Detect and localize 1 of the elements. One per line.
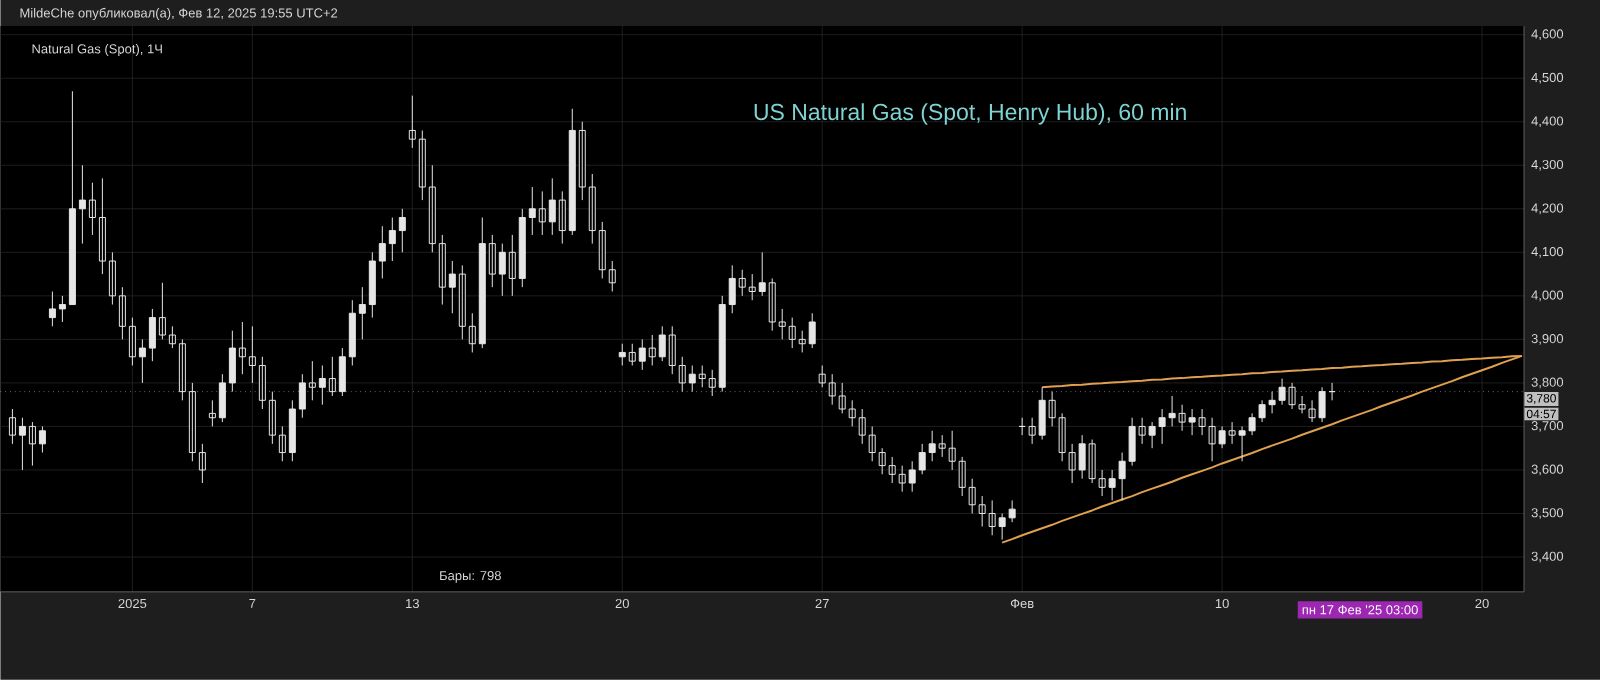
text: US Natural Gas (Spot, Henry Hub), 60 min (754, 103, 1186, 125)
